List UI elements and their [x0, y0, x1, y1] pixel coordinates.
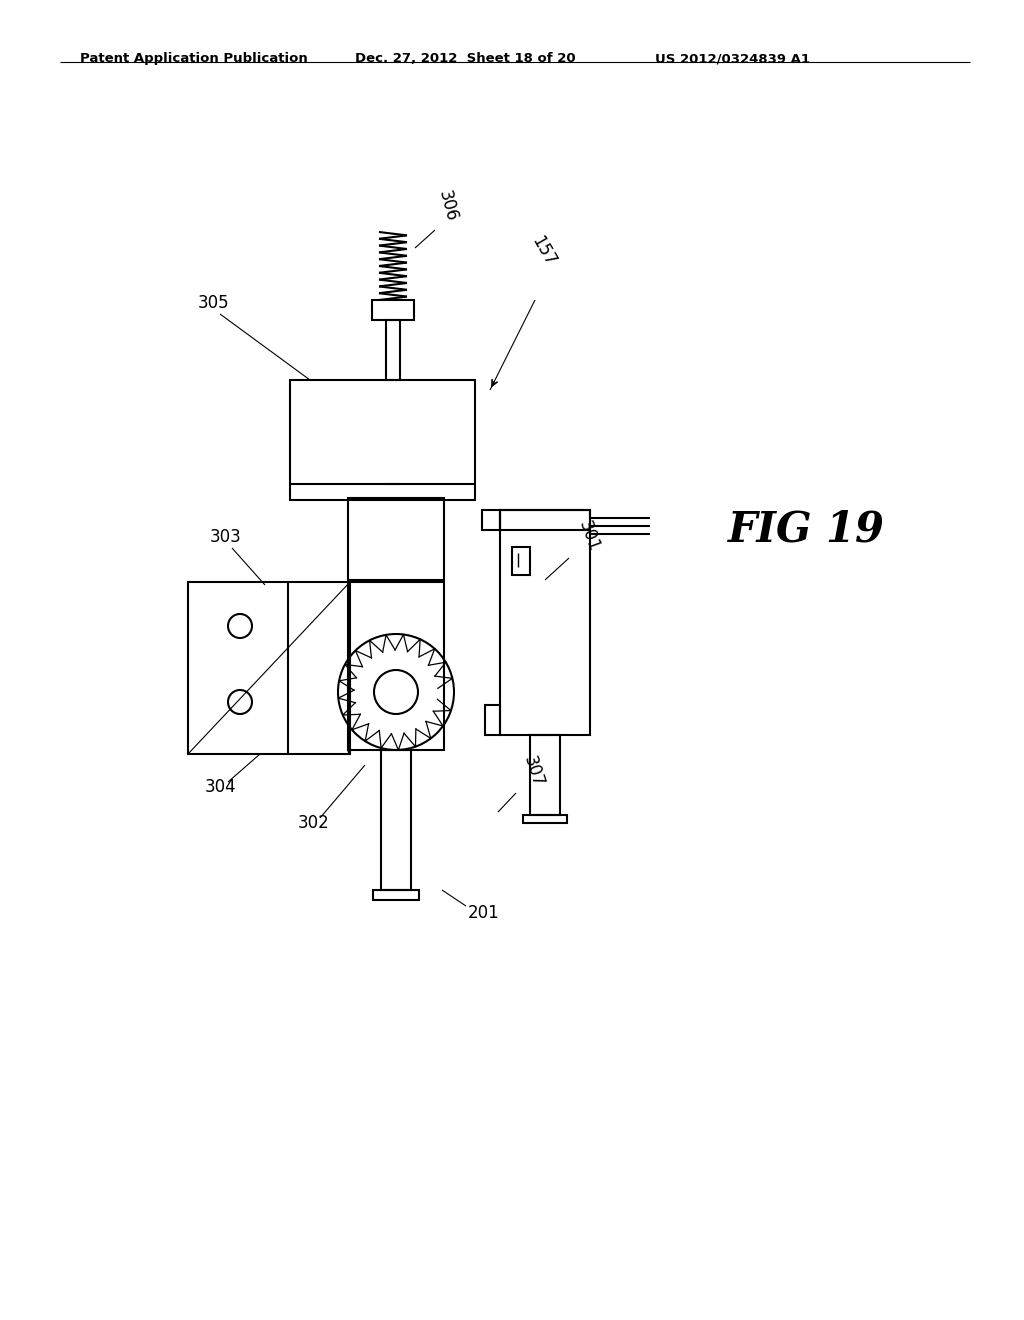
Text: 307: 307: [520, 754, 547, 789]
Text: 303: 303: [210, 528, 242, 546]
Bar: [482, 510, 500, 531]
Bar: [188, 582, 350, 754]
Bar: [348, 582, 444, 750]
Text: 302: 302: [298, 814, 330, 832]
Text: 301: 301: [575, 517, 603, 554]
Text: 157: 157: [528, 232, 559, 269]
Bar: [348, 498, 444, 579]
Bar: [290, 380, 475, 500]
Bar: [523, 814, 567, 822]
Text: Patent Application Publication: Patent Application Publication: [80, 51, 308, 65]
Text: US 2012/0324839 A1: US 2012/0324839 A1: [655, 51, 810, 65]
Bar: [500, 510, 590, 735]
Bar: [485, 705, 500, 735]
Bar: [530, 735, 560, 814]
Text: 304: 304: [205, 777, 237, 796]
Bar: [512, 546, 530, 576]
Bar: [500, 510, 590, 531]
Text: Dec. 27, 2012  Sheet 18 of 20: Dec. 27, 2012 Sheet 18 of 20: [355, 51, 575, 65]
Bar: [381, 750, 411, 890]
Text: 305: 305: [198, 294, 229, 312]
Bar: [373, 890, 419, 900]
Text: 306: 306: [435, 189, 461, 224]
Bar: [386, 319, 400, 380]
Bar: [372, 300, 414, 319]
Text: FIG 19: FIG 19: [728, 510, 885, 550]
Text: 201: 201: [468, 904, 500, 921]
